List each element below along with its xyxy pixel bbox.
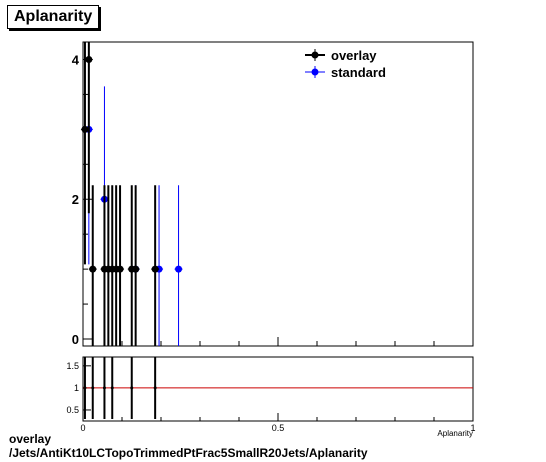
main-frame: [82, 41, 474, 347]
ratio-point: [110, 386, 114, 390]
ratio-point: [83, 386, 87, 390]
overlay-marker: [151, 265, 159, 273]
standard-marker: [175, 265, 183, 273]
legend-marker: [311, 68, 319, 76]
y-tick-label: 2: [72, 192, 79, 207]
x-axis-label: Aplanarity: [437, 429, 473, 438]
overlay-marker: [81, 125, 89, 133]
overlay-marker: [85, 55, 93, 63]
legend-label: standard: [331, 65, 386, 80]
caption-line-2: /Jets/AntiKt10LCTopoTrimmedPtFrac5SmallR…: [9, 446, 368, 460]
legend-label: overlay: [331, 48, 377, 63]
ratio-point: [102, 386, 106, 390]
ratio-y-tick-label: 1.5: [66, 361, 79, 371]
y-tick-label: 0: [72, 332, 79, 347]
ratio-frame: [82, 356, 474, 422]
y-tick-label: 4: [72, 52, 80, 67]
overlay-marker: [116, 265, 124, 273]
ratio-y-tick-label: 1: [74, 383, 79, 393]
ratio-x-tick-label: 0.5: [272, 423, 285, 433]
ratio-y-tick-label: 0.5: [66, 405, 79, 415]
ratio-x-tick-label: 1: [470, 423, 475, 433]
overlay-marker: [89, 265, 97, 273]
overlay-marker: [132, 265, 140, 273]
ratio-point: [153, 386, 157, 390]
ratio-point: [130, 386, 134, 390]
legend-marker: [311, 51, 319, 59]
ratio-x-tick-label: 0: [80, 423, 85, 433]
ratio-point: [91, 386, 95, 390]
main-panel: 0 2 4: [72, 41, 474, 347]
chart-title: Aplanarity: [7, 5, 100, 29]
caption: overlay /Jets/AntiKt10LCTopoTrimmedPtFra…: [9, 432, 368, 460]
caption-line-1: overlay: [9, 432, 52, 446]
legend: overlay standard: [305, 48, 386, 80]
